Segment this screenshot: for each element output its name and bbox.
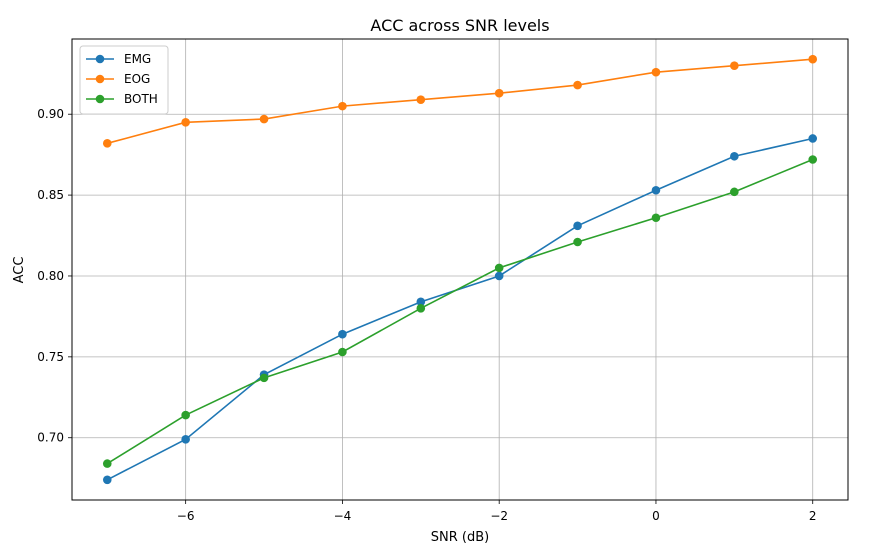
- data-point: [573, 221, 582, 231]
- data-point: [730, 151, 739, 161]
- data-point: [102, 475, 112, 485]
- data-point: [730, 61, 739, 70]
- data-point: [416, 304, 426, 313]
- data-point: [338, 329, 347, 339]
- series-layer: [102, 54, 818, 485]
- legend: EMG EOG BOTH: [79, 45, 169, 115]
- legend-label: EMG: [124, 52, 151, 66]
- legend-item: BOTH: [86, 92, 158, 106]
- data-point: [808, 155, 818, 164]
- data-point: [730, 187, 739, 197]
- data-point: [181, 410, 190, 420]
- data-point: [573, 237, 582, 247]
- chart-title: ACC across SNR levels: [370, 16, 549, 35]
- x-tick-label: 0: [652, 509, 660, 523]
- x-tick-label: 2: [809, 509, 817, 523]
- x-axis-label: SNR (dB): [431, 530, 489, 545]
- data-point: [651, 213, 661, 223]
- legend-label: EOG: [124, 72, 150, 86]
- axis-ticks: −6 −4 −2 0 2 0.70 0.75 0.80 0.85 0.90: [37, 107, 816, 523]
- data-point: [181, 118, 190, 127]
- y-tick-label: 0.70: [37, 431, 64, 445]
- data-point: [494, 263, 504, 273]
- series-line: [106, 158, 814, 465]
- data-point: [573, 80, 582, 90]
- legend-item: EOG: [86, 72, 150, 86]
- data-point: [651, 67, 661, 77]
- data-point: [808, 54, 818, 64]
- data-point: [416, 297, 426, 307]
- data-point: [259, 114, 269, 124]
- data-point: [181, 435, 190, 444]
- legend-marker: [95, 74, 105, 84]
- data-point: [338, 101, 347, 111]
- x-tick-label: −2: [490, 509, 508, 523]
- x-tick-label: −4: [334, 509, 352, 523]
- y-tick-label: 0.75: [37, 350, 64, 364]
- data-point: [338, 347, 347, 357]
- y-tick-label: 0.85: [37, 188, 64, 202]
- legend-marker: [95, 94, 105, 104]
- series-line: [107, 58, 813, 145]
- y-axis-label: ACC: [12, 257, 27, 284]
- plot-frame: [71, 38, 849, 501]
- data-point: [259, 373, 269, 383]
- x-tick-label: −6: [177, 509, 195, 523]
- data-point: [494, 271, 504, 281]
- legend-label: BOTH: [124, 92, 158, 106]
- y-tick-label: 0.90: [37, 107, 64, 121]
- series-eog: [102, 54, 818, 148]
- data-point: [651, 185, 661, 195]
- data-point: [102, 139, 112, 148]
- data-point: [102, 459, 112, 468]
- y-tick-label: 0.80: [37, 269, 64, 283]
- legend-marker: [95, 54, 105, 64]
- legend-item: EMG: [86, 52, 151, 66]
- data-point: [494, 88, 504, 98]
- series-both: [102, 155, 818, 468]
- data-point: [416, 95, 426, 104]
- data-point: [808, 134, 818, 143]
